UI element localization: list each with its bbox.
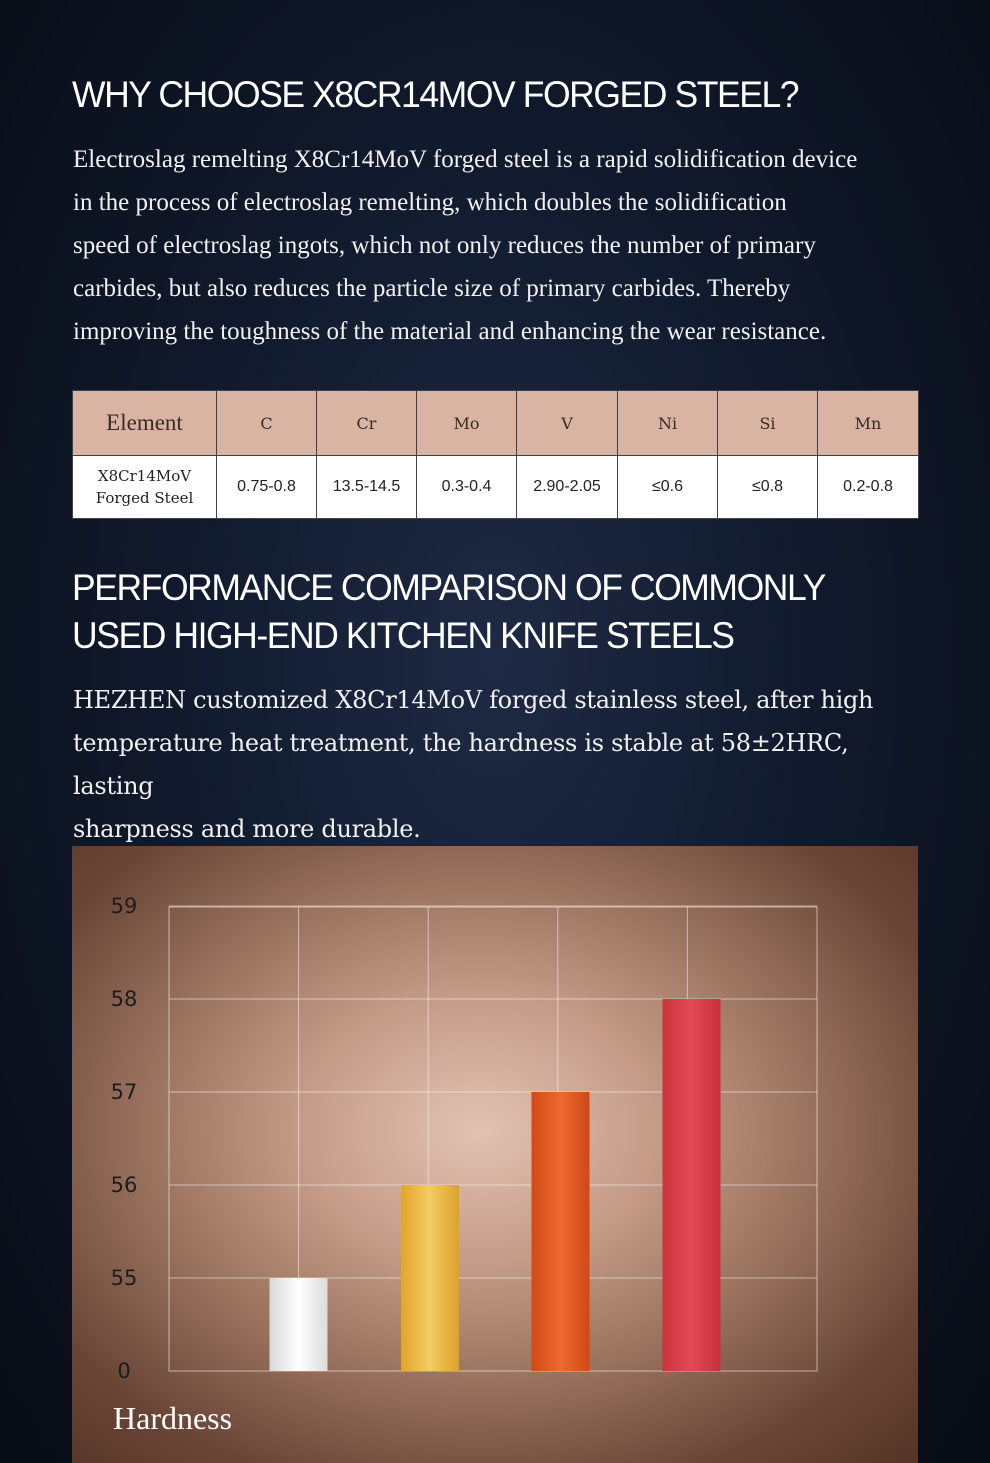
intro-paragraph: Electroslag remelting X8Cr14MoV forged s… (73, 138, 918, 353)
intro-line: in the process of electroslag remelting,… (73, 189, 787, 216)
x-axis-label: Hardness (113, 1400, 232, 1436)
cell-mn: 0.2-0.8 (817, 455, 919, 519)
hardness-chart-svg: 0 55 56 57 58 59 Hardness (111, 894, 818, 1436)
header-si: Si (717, 390, 818, 456)
intro-line: carbides, but also reduces the particle … (73, 275, 791, 302)
table-row: X8Cr14MoV Forged Steel 0.75-0.8 13.5-14.… (72, 455, 919, 519)
performance-title-line: PERFORMANCE COMPARISON OF COMMONLY (72, 567, 826, 608)
performance-line: temperature heat treatment, the hardness… (73, 729, 849, 800)
y-tick-label: 56 (111, 1173, 138, 1197)
row-label-line2: Forged Steel (95, 489, 194, 507)
cell-cr: 13.5-14.5 (316, 455, 417, 519)
performance-line: sharpness and more durable. (73, 815, 421, 843)
chart-bar (269, 1278, 328, 1371)
header-cr: Cr (316, 390, 417, 456)
performance-line: HEZHEN customized X8Cr14MoV forged stain… (73, 686, 874, 714)
chart-bar (662, 999, 721, 1371)
intro-line: speed of electroslag ingots, which not o… (73, 232, 816, 259)
header-v: V (516, 390, 618, 456)
header-mn: Mn (817, 390, 919, 456)
section-title-performance: PERFORMANCE COMPARISON OF COMMONLY USED … (72, 564, 826, 660)
chart-bar (401, 1185, 459, 1371)
y-tick-label: 55 (111, 1266, 138, 1290)
header-element: Element (72, 390, 217, 456)
cell-mo: 0.3-0.4 (416, 455, 517, 519)
header-c: C (216, 390, 317, 456)
y-tick-label: 0 (117, 1359, 130, 1383)
y-tick-label: 58 (111, 987, 138, 1011)
intro-line: Electroslag remelting X8Cr14MoV forged s… (73, 146, 858, 173)
hardness-chart: 0 55 56 57 58 59 Hardness (72, 846, 918, 1463)
cell-si: ≤0.8 (717, 455, 818, 519)
header-ni: Ni (617, 390, 718, 456)
cell-c: 0.75-0.8 (216, 455, 317, 519)
cell-ni: ≤0.6 (617, 455, 718, 519)
performance-paragraph: HEZHEN customized X8Cr14MoV forged stain… (73, 679, 918, 851)
y-tick-label: 57 (111, 1080, 138, 1104)
row-label-line1: X8Cr14MoV (97, 467, 192, 485)
intro-line: improving the toughness of the material … (73, 318, 827, 345)
section-title-why-choose: WHY CHOOSE X8CR14MOV FORGED STEEL? (72, 74, 800, 115)
plot-frame (168, 906, 818, 1372)
chart-bar (531, 1092, 590, 1371)
row-label: X8Cr14MoV Forged Steel (72, 455, 217, 519)
header-mo: Mo (416, 390, 517, 456)
y-tick-label: 59 (111, 894, 138, 918)
performance-title-line: USED HIGH-END KITCHEN KNIFE STEELS (72, 615, 735, 656)
cell-v: 2.90-2.05 (516, 455, 618, 519)
composition-table: Element C Cr Mo V Ni Si Mn X8Cr14MoV For… (72, 390, 919, 519)
table-header-row: Element C Cr Mo V Ni Si Mn (72, 390, 919, 456)
